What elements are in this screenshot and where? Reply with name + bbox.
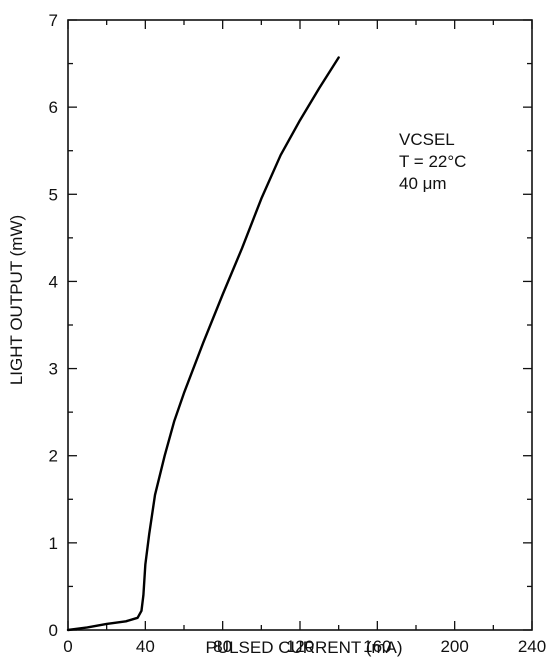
y-tick-label: 6 xyxy=(49,98,58,117)
x-tick-label: 120 xyxy=(286,637,314,656)
x-tick-label: 40 xyxy=(136,637,155,656)
y-axis-label: LIGHT OUTPUT (mW) xyxy=(7,215,26,385)
y-tick-label: 1 xyxy=(49,534,58,553)
series-line-0 xyxy=(66,56,340,632)
y-tick-label: 5 xyxy=(49,185,58,204)
annotation-temperature: T = 22°C xyxy=(399,152,466,171)
ticks xyxy=(67,19,533,631)
annotation-block: VCSEL T = 22°C 40 μm xyxy=(399,130,466,193)
y-tick-label: 4 xyxy=(49,272,58,291)
y-tick-label: 0 xyxy=(49,621,58,640)
plot-area xyxy=(67,19,533,631)
plot-frame xyxy=(67,19,533,631)
y-tick-labels: 0 1 2 3 4 5 6 7 xyxy=(49,11,58,640)
x-tick-label: 160 xyxy=(363,637,391,656)
y-tick-label: 7 xyxy=(49,11,58,30)
x-axis-label: PULSED CURRENT (mA) xyxy=(205,638,402,657)
x-tick-label: 0 xyxy=(63,637,72,656)
annotation-aperture: 40 μm xyxy=(399,174,447,193)
y-tick-label: 3 xyxy=(49,360,58,379)
x-tick-label: 80 xyxy=(213,637,232,656)
y-tick-label: 2 xyxy=(49,447,58,466)
series-layer xyxy=(66,56,340,632)
x-tick-label: 200 xyxy=(440,637,468,656)
x-tick-labels: 0 40 80 120 160 200 240 xyxy=(63,637,546,656)
annotation-device: VCSEL xyxy=(399,130,455,149)
x-tick-label: 240 xyxy=(518,637,546,656)
